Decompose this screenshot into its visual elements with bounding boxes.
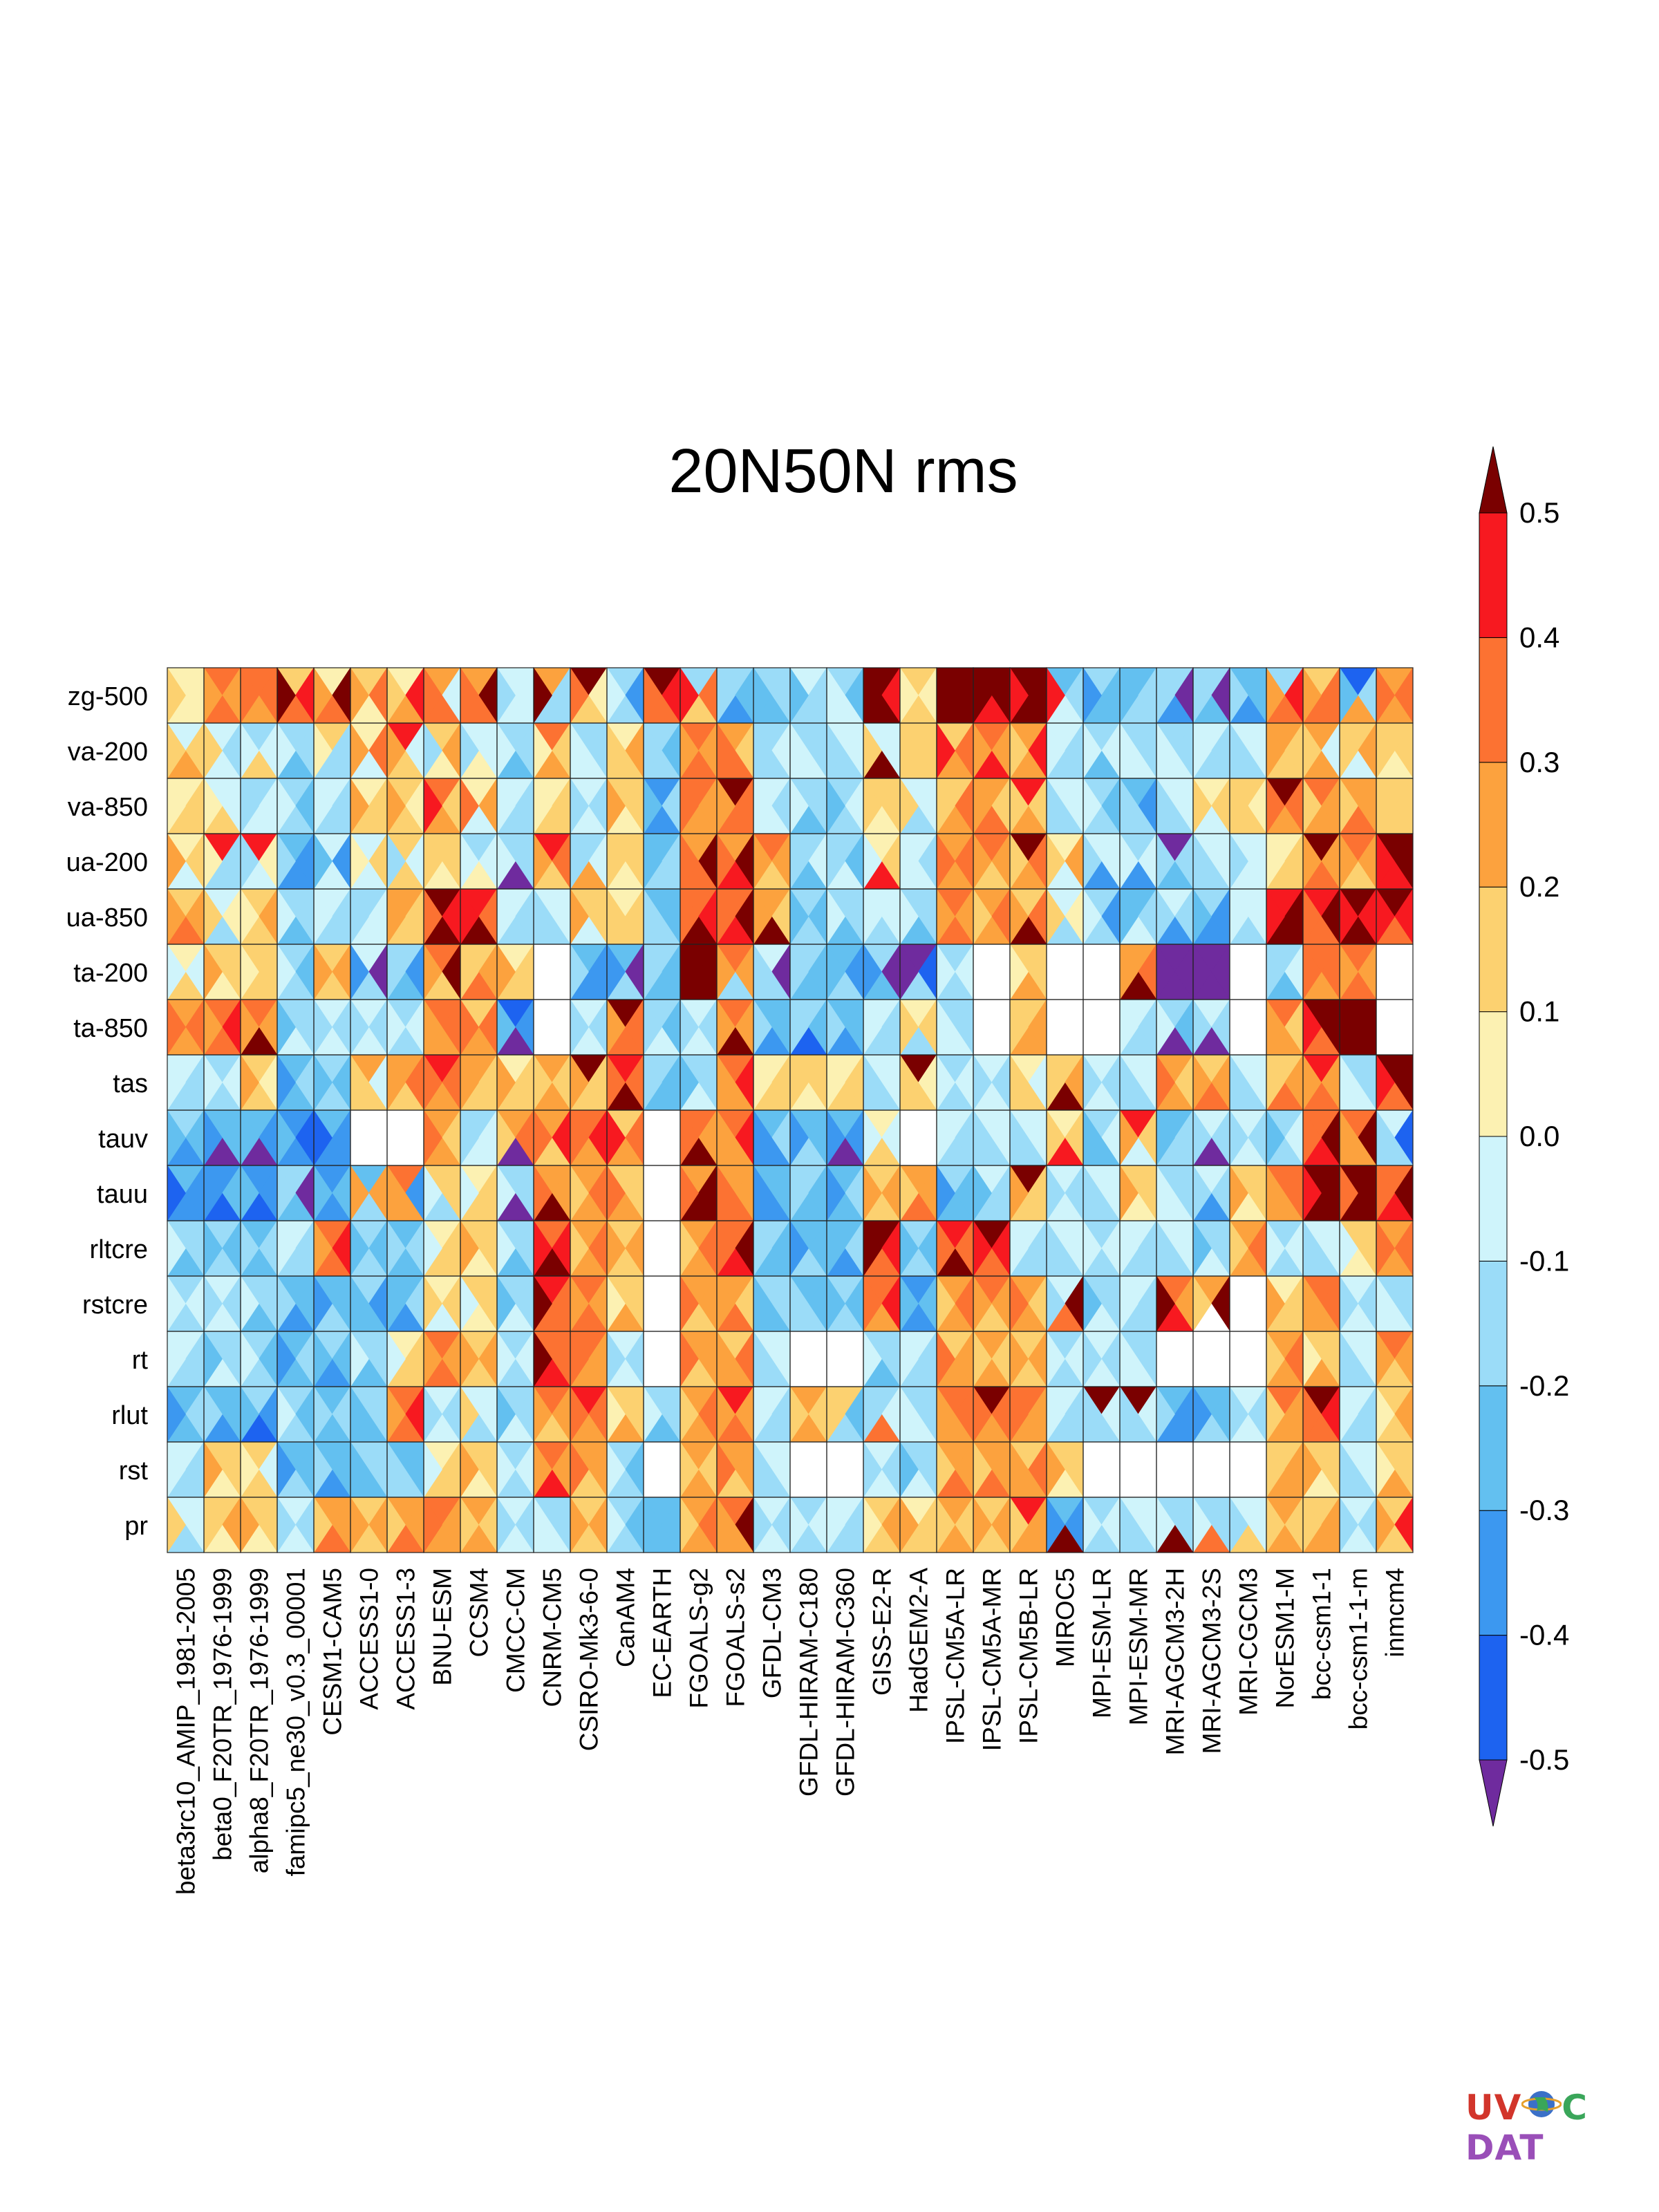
column-label: MPI-ESM-MR (1125, 1568, 1153, 1725)
colorbar-segment (1479, 1510, 1508, 1636)
column-label: IPSL-CM5A-LR (941, 1568, 970, 1744)
column-label: GFDL-CM3 (758, 1568, 787, 1698)
row-label: va-850 (68, 793, 148, 822)
column-label: GFDL-HIRAM-C360 (832, 1568, 860, 1797)
logo-text-dat: DAT (1465, 2128, 1544, 2168)
row-label: rltcre (90, 1235, 148, 1264)
column-label: CCSM4 (465, 1568, 494, 1658)
colorbar-tick-label: 0.5 (1519, 496, 1559, 529)
column-label: GFDL-HIRAM-C180 (795, 1568, 823, 1797)
row-label: ua-200 (66, 848, 148, 877)
colorbar-segment (1479, 637, 1508, 763)
column-label: ACCESS1-0 (355, 1568, 384, 1710)
column-label: IPSL-CM5B-LR (1015, 1568, 1043, 1744)
column-label: BNU-ESM (429, 1568, 457, 1686)
colorbar-tick-label: -0.4 (1519, 1619, 1569, 1651)
logo-text-c: C (1562, 2088, 1588, 2128)
column-label: CNRM-CM5 (538, 1568, 567, 1707)
column-label: CSIRO-Mk3-6-0 (575, 1568, 603, 1751)
row-label: tas (113, 1069, 148, 1098)
colorbar-tick-label: -0.3 (1519, 1494, 1569, 1526)
colorbar-segment (1479, 1136, 1508, 1262)
column-label: beta0_F20TR_1976-1999 (209, 1568, 237, 1861)
logo-text-uv: UV (1465, 2088, 1522, 2128)
colorbar-tick-label: 0.3 (1519, 746, 1559, 778)
column-label: MPI-ESM-LR (1088, 1568, 1116, 1718)
column-label: alpha8_F20TR_1976-1999 (245, 1568, 274, 1873)
uvcdat-logo: UV C DAT (1465, 2088, 1652, 2168)
colorbar-segment (1479, 1260, 1508, 1387)
column-label: bcc-csm1-1 (1308, 1568, 1336, 1700)
column-label: inmcm4 (1381, 1568, 1409, 1658)
colorbar-segment (1479, 886, 1508, 1013)
row-label: rlut (111, 1401, 148, 1430)
column-label: MRI-AGCM3-2H (1161, 1568, 1190, 1755)
column-label: ACCESS1-3 (392, 1568, 420, 1710)
colorbar-under-arrow (1479, 1759, 1508, 1827)
column-label: MRI-CGCM3 (1235, 1568, 1263, 1716)
cells-layer (167, 667, 1414, 1553)
row-label: rstcre (82, 1291, 148, 1320)
column-label: CESM1-CAM5 (319, 1568, 347, 1736)
column-label: beta3rc10_AMIP_1981-2005 (172, 1568, 200, 1895)
column-label: FGOALS-g2 (685, 1568, 713, 1709)
column-label: HadGEM2-A (905, 1568, 933, 1713)
cell-border (1376, 1497, 1414, 1553)
colorbar-tick-label: 0.2 (1519, 870, 1559, 903)
colorbar-tick-label: -0.1 (1519, 1244, 1569, 1277)
row-label: tauu (97, 1180, 148, 1209)
chart-title: 20N50N rms (668, 437, 1018, 506)
colorbar-tick-label: 0.0 (1519, 1120, 1559, 1152)
row-label: tauv (98, 1125, 148, 1154)
column-label: FGOALS-s2 (722, 1568, 750, 1707)
row-label: ta-200 (73, 959, 148, 988)
column-label: MRI-AGCM3-2S (1198, 1568, 1226, 1754)
colorbar-segment (1479, 1635, 1508, 1761)
row-label: rst (119, 1456, 149, 1485)
colorbar-segment (1479, 1011, 1508, 1137)
column-label: bcc-csm1-1-m (1344, 1568, 1373, 1730)
column-labels: beta3rc10_AMIP_1981-2005 beta0_F20TR_1976… (172, 1568, 1409, 1895)
row-label: va-200 (68, 738, 148, 767)
column-label: CanAM4 (612, 1568, 640, 1667)
column-label: IPSL-CM5A-MR (978, 1568, 1006, 1751)
colorbar-over-arrow (1479, 446, 1508, 514)
column-label: NorESM1-M (1271, 1568, 1300, 1709)
colorbar-tick-label: 0.4 (1519, 621, 1559, 653)
column-label: MIROC5 (1051, 1568, 1080, 1667)
grid-layer (167, 667, 1414, 1553)
colorbar-segment (1479, 1385, 1508, 1511)
colorbar-segment (1479, 762, 1508, 888)
colorbar: -0.5 -0.4 -0.3 -0.2 -0.1 0.0 0.1 0.2 0.3 0.4 0.5 (1479, 446, 1569, 1827)
column-label: EC-EARTH (648, 1568, 677, 1698)
row-label: pr (124, 1512, 148, 1541)
row-label: ta-850 (73, 1014, 148, 1043)
colorbar-tick-label: -0.5 (1519, 1743, 1569, 1776)
column-label: GISS-E2-R (868, 1568, 897, 1696)
row-label: ua-850 (66, 903, 148, 932)
column-label: CMCC-CM (502, 1568, 530, 1693)
row-labels: zg-500 va-200 va-850 ua-200 ua-850 ta-200 ta-8… (66, 682, 149, 1541)
column-label: famipc5_ne30_v0.3_00001 (282, 1568, 310, 1876)
globe-icon (1521, 2088, 1562, 2128)
colorbar-segment (1479, 512, 1508, 638)
row-label: zg-500 (68, 682, 148, 711)
row-label: rt (132, 1346, 149, 1375)
colorbar-tick-label: 0.1 (1519, 995, 1559, 1028)
colorbar-tick-label: -0.2 (1519, 1369, 1569, 1402)
